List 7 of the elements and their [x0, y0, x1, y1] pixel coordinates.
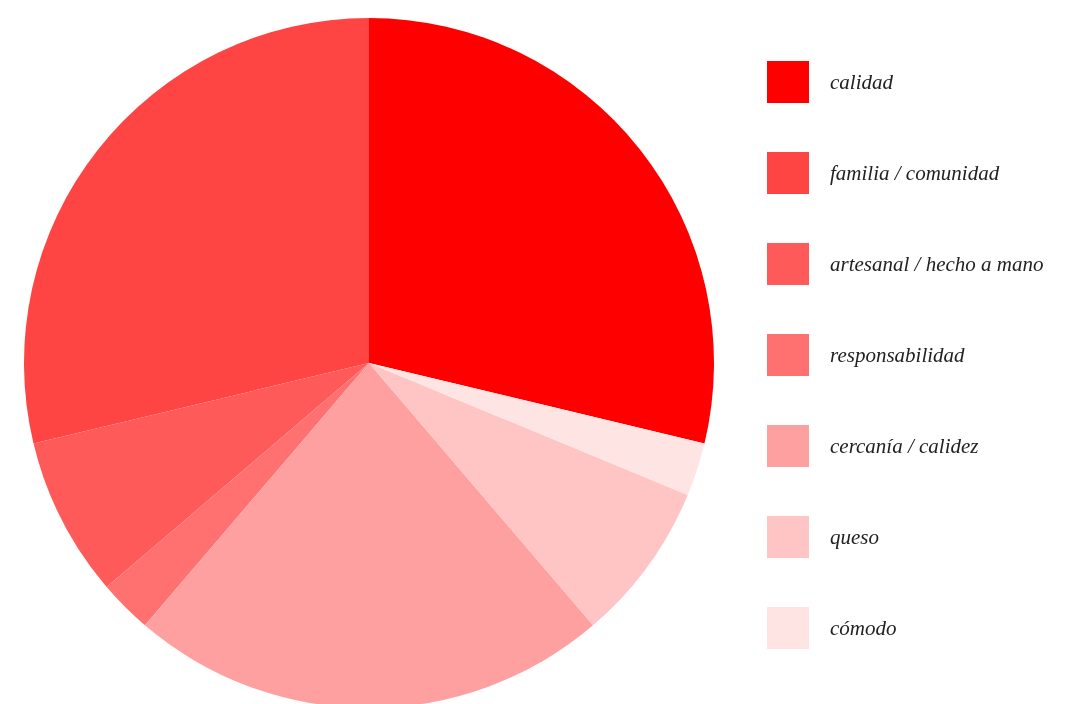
legend-label: responsabilidad — [830, 342, 965, 368]
legend-label: calidad — [830, 69, 893, 95]
legend-label: familia / comunidad — [830, 160, 1000, 186]
legend-label: artesanal / hecho a mano — [830, 251, 1044, 277]
legend-label: cercanía / calidez — [830, 433, 979, 459]
legend-label: queso — [830, 524, 879, 550]
legend-label: cómodo — [830, 615, 897, 641]
